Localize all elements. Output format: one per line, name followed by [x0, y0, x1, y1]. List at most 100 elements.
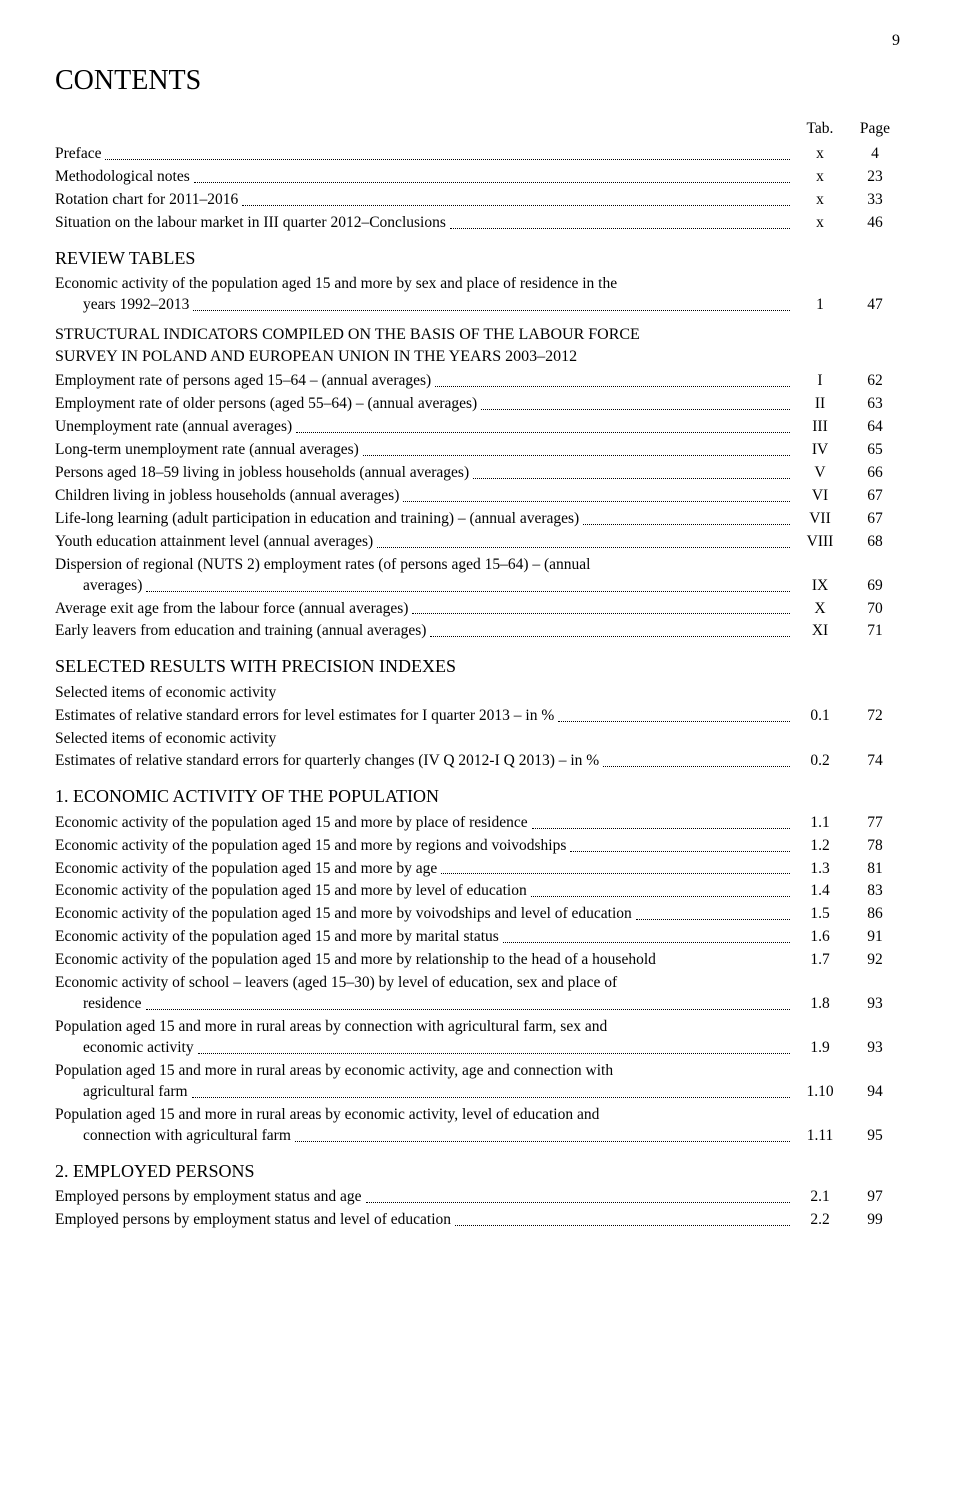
toc-text: Population aged 15 and more in rural are… — [55, 1105, 790, 1126]
toc-page: 64 — [850, 417, 900, 438]
toc-row: Average exit age from the labour force (… — [55, 599, 900, 620]
toc-page: 66 — [850, 463, 900, 484]
toc-row: Economic activity of the population aged… — [55, 274, 900, 316]
toc-text: Early leavers from education and trainin… — [55, 621, 430, 642]
toc-text: Situation on the labour market in III qu… — [55, 213, 450, 234]
toc-row: Economic activity of the population aged… — [55, 813, 900, 834]
toc-page: 78 — [850, 836, 900, 857]
toc-row: Population aged 15 and more in rural are… — [55, 1105, 900, 1147]
toc-row: Estimates of relative standard errors fo… — [55, 751, 900, 772]
toc-row: Children living in jobless households (a… — [55, 486, 900, 507]
toc-row: Early leavers from education and trainin… — [55, 621, 900, 642]
toc-text: years 1992–2013 — [83, 295, 193, 316]
toc-page: 86 — [850, 904, 900, 925]
toc-page: 97 — [850, 1187, 900, 1208]
toc-row: Economic activity of the population aged… — [55, 904, 900, 925]
toc-page: 62 — [850, 371, 900, 392]
toc-text: Economic activity of the population aged… — [55, 927, 503, 948]
toc-tab: VIII — [790, 532, 850, 553]
toc-text: Economic activity of school – leavers (a… — [55, 973, 790, 994]
toc-page: 23 — [850, 167, 900, 188]
toc-row: Employment rate of older persons (aged 5… — [55, 394, 900, 415]
toc-page: 74 — [850, 751, 900, 772]
toc-tab: 1.10 — [790, 1082, 850, 1103]
toc-tab: 1.7 — [790, 950, 850, 971]
subsection: Selected items of economic activity — [55, 729, 900, 750]
page-number: 9 — [55, 30, 900, 52]
toc-tab: VII — [790, 509, 850, 530]
toc-text: Average exit age from the labour force (… — [55, 599, 412, 620]
toc-text: Employment rate of older persons (aged 5… — [55, 394, 481, 415]
toc-page: 46 — [850, 213, 900, 234]
toc-text: Persons aged 18–59 living in jobless hou… — [55, 463, 473, 484]
toc-text: Estimates of relative standard errors fo… — [55, 751, 603, 772]
toc-tab: x — [790, 213, 850, 234]
toc-page: 93 — [850, 994, 900, 1015]
toc-tab: 2.1 — [790, 1187, 850, 1208]
toc-row: Unemployment rate (annual averages) III6… — [55, 417, 900, 438]
toc-row: Employment rate of persons aged 15–64 – … — [55, 371, 900, 392]
toc-row: Life-long learning (adult participation … — [55, 509, 900, 530]
toc-page: 69 — [850, 576, 900, 597]
toc-text: Employed persons by employment status an… — [55, 1187, 366, 1208]
toc-tab: 1.3 — [790, 859, 850, 880]
toc-text: Methodological notes — [55, 167, 194, 188]
toc-page: 94 — [850, 1082, 900, 1103]
toc-page: 4 — [850, 144, 900, 165]
toc-row: Rotation chart for 2011–2016 x33 — [55, 190, 900, 211]
section-selected-results: SELECTED RESULTS WITH PRECISION INDEXES — [55, 654, 900, 678]
toc-page: 72 — [850, 706, 900, 727]
toc-page: 91 — [850, 927, 900, 948]
column-headers: Tab. Page — [55, 119, 900, 140]
toc-text: economic activity — [83, 1038, 198, 1059]
toc-page: 33 — [850, 190, 900, 211]
toc-tab: 1.11 — [790, 1126, 850, 1147]
toc-tab: 1.9 — [790, 1038, 850, 1059]
toc-row: Methodological notes x23 — [55, 167, 900, 188]
toc-text: Population aged 15 and more in rural are… — [55, 1061, 790, 1082]
toc-text: Preface — [55, 144, 105, 165]
toc-page: 83 — [850, 881, 900, 902]
toc-row: Situation on the labour market in III qu… — [55, 213, 900, 234]
toc-text: averages) — [83, 576, 146, 597]
subsection: Selected items of economic activity — [55, 683, 900, 704]
toc-tab: V — [790, 463, 850, 484]
toc-tab: x — [790, 167, 850, 188]
toc-page: 67 — [850, 486, 900, 507]
toc-text: Long-term unemployment rate (annual aver… — [55, 440, 363, 461]
section-employed-persons: 2. EMPLOYED PERSONS — [55, 1159, 900, 1183]
toc-text: Economic activity of the population aged… — [55, 836, 570, 857]
contents-title: CONTENTS — [55, 62, 900, 100]
header-page: Page — [850, 119, 900, 140]
toc-text: Employment rate of persons aged 15–64 – … — [55, 371, 435, 392]
toc-tab: X — [790, 599, 850, 620]
toc-page: 63 — [850, 394, 900, 415]
toc-page: 67 — [850, 509, 900, 530]
toc-page: 92 — [850, 950, 900, 971]
toc-row: Dispersion of regional (NUTS 2) employme… — [55, 555, 900, 597]
toc-tab: 0.1 — [790, 706, 850, 727]
section-structural: STRUCTURAL INDICATORS COMPILED ON THE BA… — [55, 324, 900, 367]
toc-text: Economic activity of the population aged… — [55, 881, 531, 902]
toc-row: Population aged 15 and more in rural are… — [55, 1017, 900, 1059]
toc-text: Rotation chart for 2011–2016 — [55, 190, 242, 211]
toc-text: Estimates of relative standard errors fo… — [55, 706, 558, 727]
toc-row: Population aged 15 and more in rural are… — [55, 1061, 900, 1103]
toc-text: Dispersion of regional (NUTS 2) employme… — [55, 555, 790, 576]
toc-row: Economic activity of the population aged… — [55, 859, 900, 880]
section-line: STRUCTURAL INDICATORS COMPILED ON THE BA… — [55, 324, 900, 346]
toc-text: Economic activity of the population aged… — [55, 904, 636, 925]
section-review-tables: REVIEW TABLES — [55, 246, 900, 270]
toc-row: Persons aged 18–59 living in jobless hou… — [55, 463, 900, 484]
toc-row: Youth education attainment level (annual… — [55, 532, 900, 553]
toc-tab: 1 — [790, 295, 850, 316]
toc-row: Employed persons by employment status an… — [55, 1187, 900, 1208]
toc-row: Economic activity of the population aged… — [55, 881, 900, 902]
toc-text: Employed persons by employment status an… — [55, 1210, 455, 1231]
toc-page: 47 — [850, 295, 900, 316]
toc-tab: 2.2 — [790, 1210, 850, 1231]
toc-text: Children living in jobless households (a… — [55, 486, 403, 507]
toc-tab: 1.5 — [790, 904, 850, 925]
toc-tab: XI — [790, 621, 850, 642]
toc-tab: 1.6 — [790, 927, 850, 948]
